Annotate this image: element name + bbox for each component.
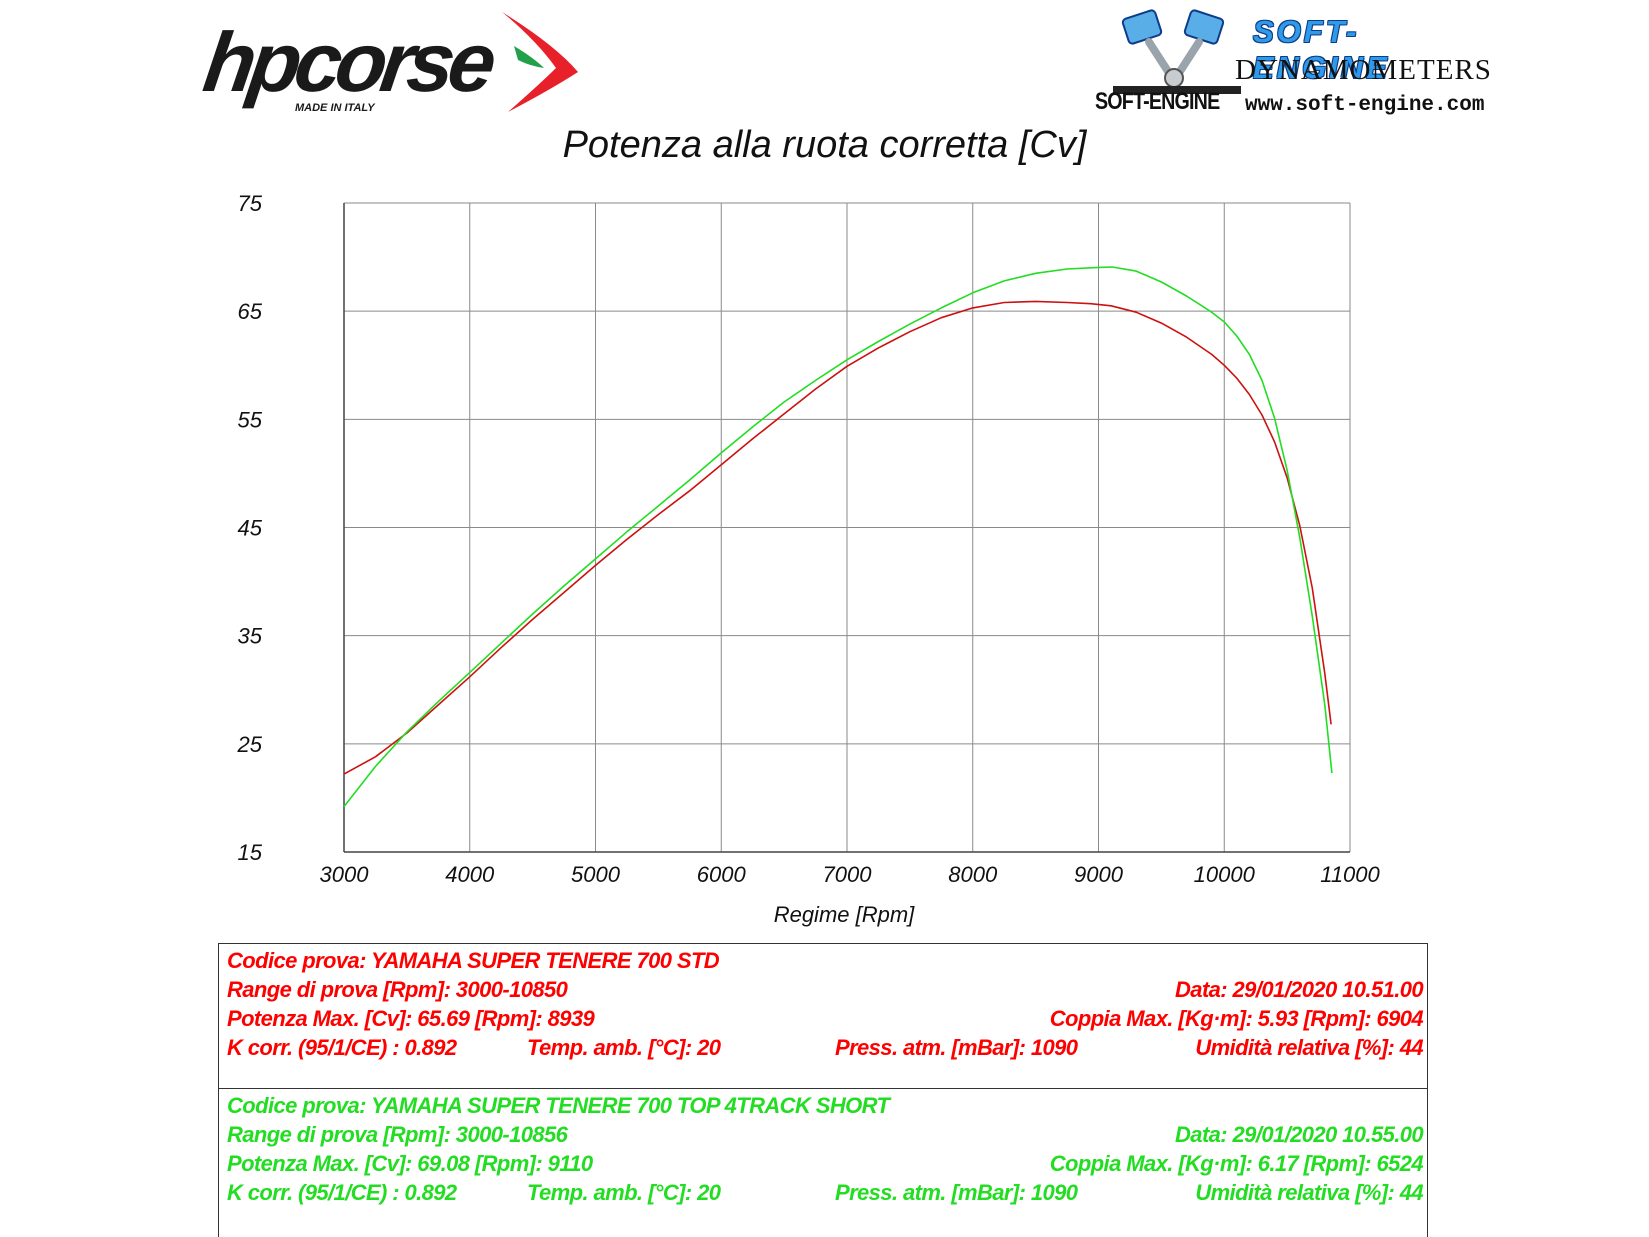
x-tick-label: 9000 <box>1074 862 1124 887</box>
temp-amb: Temp. amb. [°C]: 20 <box>527 1180 721 1205</box>
soft-engine-logo: SOFT-ENGINE DYNAMOMETERS SOFT-ENGINE www… <box>1095 6 1495 118</box>
info-row: Potenza Max. [Cv]: 69.08 [Rpm]: 9110 Cop… <box>227 1151 1424 1179</box>
chart-title: Potenza alla ruota corretta [Cv] <box>562 124 1087 166</box>
coppia-max: Coppia Max. [Kg·m]: 5.93 [Rpm]: 6904 <box>1049 1006 1424 1031</box>
hpcorse-logo: hpcorse MADE IN ITALY <box>198 10 578 120</box>
k-corr: K corr. (95/1/CE) : 0.892 <box>227 1035 457 1060</box>
y-tick-label: 25 <box>237 732 263 757</box>
temp-amb: Temp. amb. [°C]: 20 <box>527 1035 721 1060</box>
chart-grid <box>343 202 1351 853</box>
info-row: Codice prova: YAMAHA SUPER TENERE 700 ST… <box>227 948 1423 976</box>
series-line-std <box>343 300 1332 775</box>
info-row: Potenza Max. [Cv]: 65.69 [Rpm]: 8939 Cop… <box>227 1006 1424 1034</box>
x-axis-label: Regime [Rpm] <box>774 902 915 927</box>
coppia-max: Coppia Max. [Kg·m]: 6.17 [Rpm]: 6524 <box>1049 1151 1424 1176</box>
info-row: K corr. (95/1/CE) : 0.892 Temp. amb. [°C… <box>227 1180 1424 1208</box>
y-tick-label: 15 <box>238 840 263 865</box>
x-tick-label: 4000 <box>445 862 495 887</box>
y-tick-label: 45 <box>238 516 263 541</box>
press-atm: Press. atm. [mBar]: 1090 <box>835 1180 1078 1205</box>
info-row: Range di prova [Rpm]: 3000-10850 Data: 2… <box>227 977 1424 1005</box>
x-tick-label: 5000 <box>571 862 621 887</box>
chart-series <box>343 266 1333 808</box>
test-date: Data: 29/01/2020 10.55.00 <box>1175 1122 1424 1147</box>
codice-prova: Codice prova: YAMAHA SUPER TENERE 700 TO… <box>227 1093 890 1118</box>
soft-engine-url: www.soft-engine.com <box>1245 94 1485 117</box>
dynamometers-label: DYNAMOMETERS <box>1235 54 1492 86</box>
x-tick-label: 8000 <box>948 862 998 887</box>
x-tick-label: 3000 <box>320 862 370 887</box>
soft-engine-brand: SOFT-ENGINE <box>1095 88 1220 115</box>
x-tick-label: 7000 <box>823 862 873 887</box>
info-row: K corr. (95/1/CE) : 0.892 Temp. amb. [°C… <box>227 1035 1424 1063</box>
x-tick-label: 10000 <box>1194 862 1256 887</box>
y-tick-label: 75 <box>238 191 263 216</box>
x-tick-label: 6000 <box>697 862 747 887</box>
press-atm: Press. atm. [mBar]: 1090 <box>835 1035 1078 1060</box>
potenza-max: Potenza Max. [Cv]: 69.08 [Rpm]: 9110 <box>227 1151 593 1176</box>
power-chart: 3000 4000 5000 6000 7000 8000 9000 10000 11000 1… <box>237 191 1381 927</box>
y-tick-label: 35 <box>238 624 263 649</box>
hpcorse-tagline: MADE IN ITALY <box>295 102 375 114</box>
y-tick-label: 55 <box>238 407 263 432</box>
info-row: Range di prova [Rpm]: 3000-10856 Data: 2… <box>227 1122 1424 1150</box>
italian-flag-swoosh-icon <box>502 12 578 112</box>
y-tick-labels: 15 25 35 45 55 65 75 <box>237 191 263 865</box>
x-tick-label: 11000 <box>1320 862 1380 887</box>
test-info-table: Codice prova: YAMAHA SUPER TENERE 700 ST… <box>218 943 1428 1237</box>
umidita: Umidità relativa [%]: 44 <box>1195 1035 1423 1060</box>
y-tick-label: 65 <box>238 299 263 324</box>
potenza-max: Potenza Max. [Cv]: 65.69 [Rpm]: 8939 <box>227 1006 595 1031</box>
test-date: Data: 29/01/2020 10.51.00 <box>1175 977 1424 1002</box>
range-prova: Range di prova [Rpm]: 3000-10856 <box>227 1122 568 1147</box>
codice-prova: Codice prova: YAMAHA SUPER TENERE 700 ST… <box>227 948 720 973</box>
x-tick-labels: 3000 4000 5000 6000 7000 8000 9000 10000 11000 <box>320 862 1381 887</box>
test-info-top: Codice prova: YAMAHA SUPER TENERE 700 TO… <box>219 1089 1427 1234</box>
k-corr: K corr. (95/1/CE) : 0.892 <box>227 1180 457 1205</box>
range-prova: Range di prova [Rpm]: 3000-10850 <box>227 977 568 1002</box>
pistons-icon <box>1113 9 1241 94</box>
info-row: Codice prova: YAMAHA SUPER TENERE 700 TO… <box>227 1093 1423 1121</box>
umidita: Umidità relativa [%]: 44 <box>1195 1180 1423 1205</box>
test-info-std: Codice prova: YAMAHA SUPER TENERE 700 ST… <box>219 944 1427 1089</box>
table-divider <box>219 1088 1427 1089</box>
series-line-top <box>343 266 1333 808</box>
soft-engine-title: SOFT-ENGINE <box>1253 14 1390 85</box>
